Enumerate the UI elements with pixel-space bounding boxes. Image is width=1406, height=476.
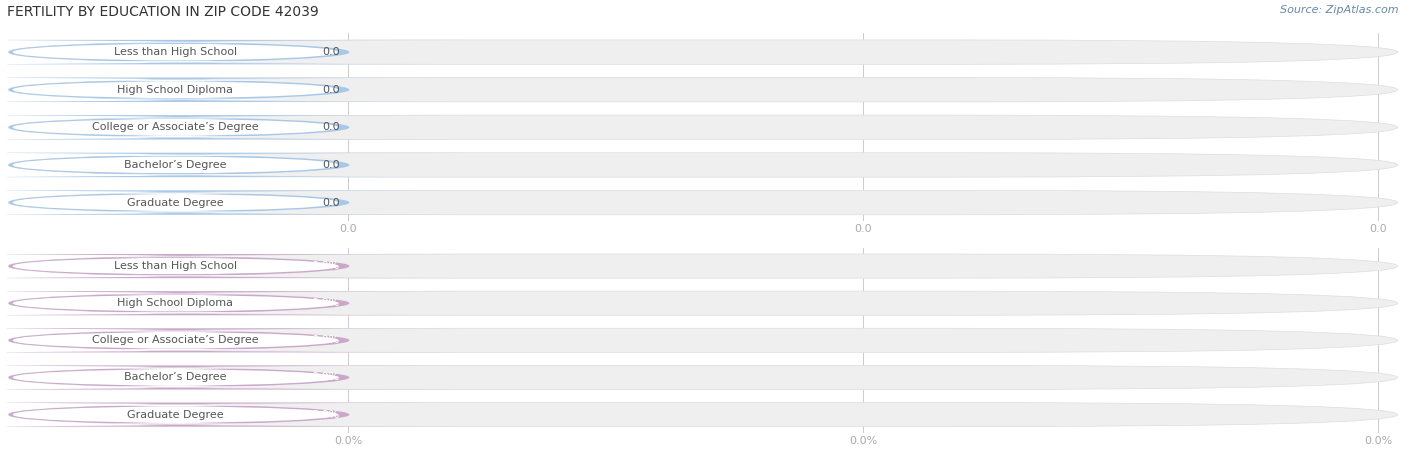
Text: FERTILITY BY EDUCATION IN ZIP CODE 42039: FERTILITY BY EDUCATION IN ZIP CODE 42039 (7, 5, 319, 19)
FancyBboxPatch shape (0, 331, 374, 350)
FancyBboxPatch shape (8, 403, 1398, 426)
FancyBboxPatch shape (8, 115, 1398, 139)
Text: 0.0%: 0.0% (312, 298, 340, 308)
Text: 0.0%: 0.0% (312, 261, 340, 271)
FancyBboxPatch shape (0, 80, 374, 99)
Text: High School Diploma: High School Diploma (118, 298, 233, 308)
FancyBboxPatch shape (8, 291, 1398, 315)
Text: 0.0%: 0.0% (335, 436, 363, 446)
Text: Less than High School: Less than High School (114, 47, 238, 57)
FancyBboxPatch shape (0, 366, 461, 389)
FancyBboxPatch shape (0, 368, 374, 387)
Text: 0.0: 0.0 (322, 122, 340, 132)
FancyBboxPatch shape (0, 118, 374, 137)
Text: 0.0: 0.0 (322, 198, 340, 208)
FancyBboxPatch shape (8, 153, 1398, 177)
Text: Bachelor’s Degree: Bachelor’s Degree (124, 160, 226, 170)
FancyBboxPatch shape (0, 257, 374, 276)
Text: Less than High School: Less than High School (114, 261, 238, 271)
FancyBboxPatch shape (8, 254, 1398, 278)
FancyBboxPatch shape (0, 78, 461, 102)
Text: 0.0: 0.0 (322, 47, 340, 57)
FancyBboxPatch shape (0, 155, 374, 175)
Text: High School Diploma: High School Diploma (118, 85, 233, 95)
FancyBboxPatch shape (0, 291, 461, 315)
FancyBboxPatch shape (0, 40, 461, 64)
Text: 0.0%: 0.0% (1364, 436, 1392, 446)
FancyBboxPatch shape (0, 193, 374, 212)
FancyBboxPatch shape (0, 403, 461, 426)
FancyBboxPatch shape (0, 190, 461, 215)
FancyBboxPatch shape (0, 153, 461, 177)
FancyBboxPatch shape (0, 254, 461, 278)
FancyBboxPatch shape (0, 115, 461, 139)
Text: 0.0: 0.0 (339, 224, 357, 234)
FancyBboxPatch shape (8, 78, 1398, 102)
Text: Graduate Degree: Graduate Degree (127, 409, 224, 420)
Text: Bachelor’s Degree: Bachelor’s Degree (124, 372, 226, 383)
FancyBboxPatch shape (8, 328, 1398, 352)
Text: Source: ZipAtlas.com: Source: ZipAtlas.com (1281, 5, 1399, 15)
Text: 0.0: 0.0 (322, 85, 340, 95)
FancyBboxPatch shape (8, 366, 1398, 389)
FancyBboxPatch shape (0, 294, 374, 313)
FancyBboxPatch shape (0, 328, 461, 352)
Text: 0.0%: 0.0% (312, 335, 340, 346)
Text: 0.0: 0.0 (1369, 224, 1386, 234)
FancyBboxPatch shape (8, 190, 1398, 215)
Text: 0.0: 0.0 (322, 160, 340, 170)
Text: College or Associate’s Degree: College or Associate’s Degree (93, 335, 259, 346)
FancyBboxPatch shape (0, 42, 374, 62)
Text: Graduate Degree: Graduate Degree (127, 198, 224, 208)
Text: 0.0%: 0.0% (849, 436, 877, 446)
Text: 0.0: 0.0 (855, 224, 872, 234)
Text: College or Associate’s Degree: College or Associate’s Degree (93, 122, 259, 132)
FancyBboxPatch shape (0, 405, 374, 424)
Text: 0.0%: 0.0% (312, 409, 340, 420)
Text: 0.0%: 0.0% (312, 372, 340, 383)
FancyBboxPatch shape (8, 40, 1398, 64)
